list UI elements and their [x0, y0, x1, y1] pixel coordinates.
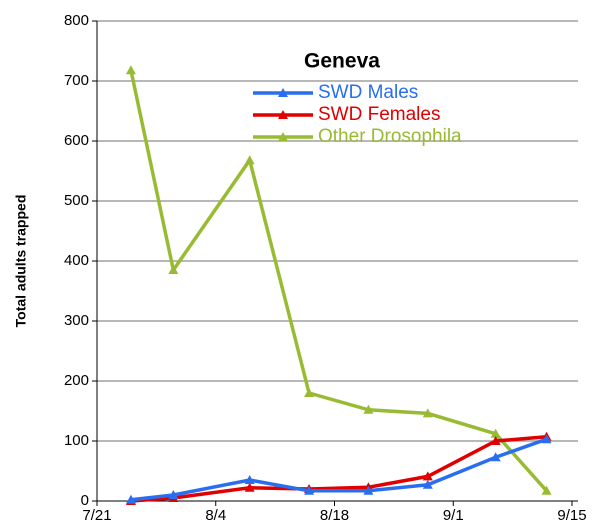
- y-tick-label: 300: [64, 312, 89, 329]
- point-marker: [168, 265, 179, 274]
- y-tick-label: 0: [81, 492, 89, 509]
- point-marker: [168, 490, 179, 499]
- y-tick-label: 700: [64, 72, 89, 89]
- point-marker: [541, 485, 552, 495]
- x-tick-label: 8/18: [320, 507, 349, 524]
- x-tick-label: 8/4: [205, 507, 226, 524]
- y-tick-label: 800: [64, 12, 89, 29]
- y-axis-label: Total adults trapped: [13, 195, 29, 328]
- point-marker: [363, 485, 374, 495]
- y-tick-label: 400: [64, 252, 89, 269]
- point-marker: [490, 428, 501, 438]
- x-tick-label: 7/21: [82, 507, 111, 524]
- point-marker: [244, 475, 255, 484]
- y-tick-label: 100: [64, 432, 89, 449]
- x-tick-label: 9/15: [557, 507, 586, 524]
- point-marker: [304, 485, 315, 495]
- legend-label: Other Drosophila: [318, 126, 462, 147]
- point-marker: [490, 436, 501, 445]
- point-marker: [125, 65, 136, 75]
- legend-marker: [278, 88, 288, 97]
- point-marker: [541, 434, 552, 444]
- point-marker: [363, 404, 374, 414]
- legend-label: SWD Males: [318, 82, 418, 103]
- point-marker: [422, 471, 433, 481]
- series-line: [130, 437, 548, 502]
- x-tick-label: 9/1: [443, 507, 464, 524]
- y-tick-label: 600: [64, 132, 89, 149]
- point-marker: [244, 155, 255, 165]
- y-tick-label: 200: [64, 372, 89, 389]
- legend-label: SWD Females: [318, 104, 440, 125]
- series-line: [129, 69, 548, 492]
- point-marker: [422, 479, 433, 489]
- series-line: [130, 435, 547, 503]
- chart-title: Geneva: [304, 50, 380, 73]
- point-marker: [244, 482, 255, 492]
- point-marker: [304, 388, 315, 397]
- y-tick-label: 500: [64, 192, 89, 209]
- legend-marker: [278, 110, 288, 119]
- point-marker: [490, 452, 501, 462]
- point-marker: [422, 408, 433, 418]
- legend-marker: [278, 132, 288, 141]
- point-marker: [125, 494, 136, 504]
